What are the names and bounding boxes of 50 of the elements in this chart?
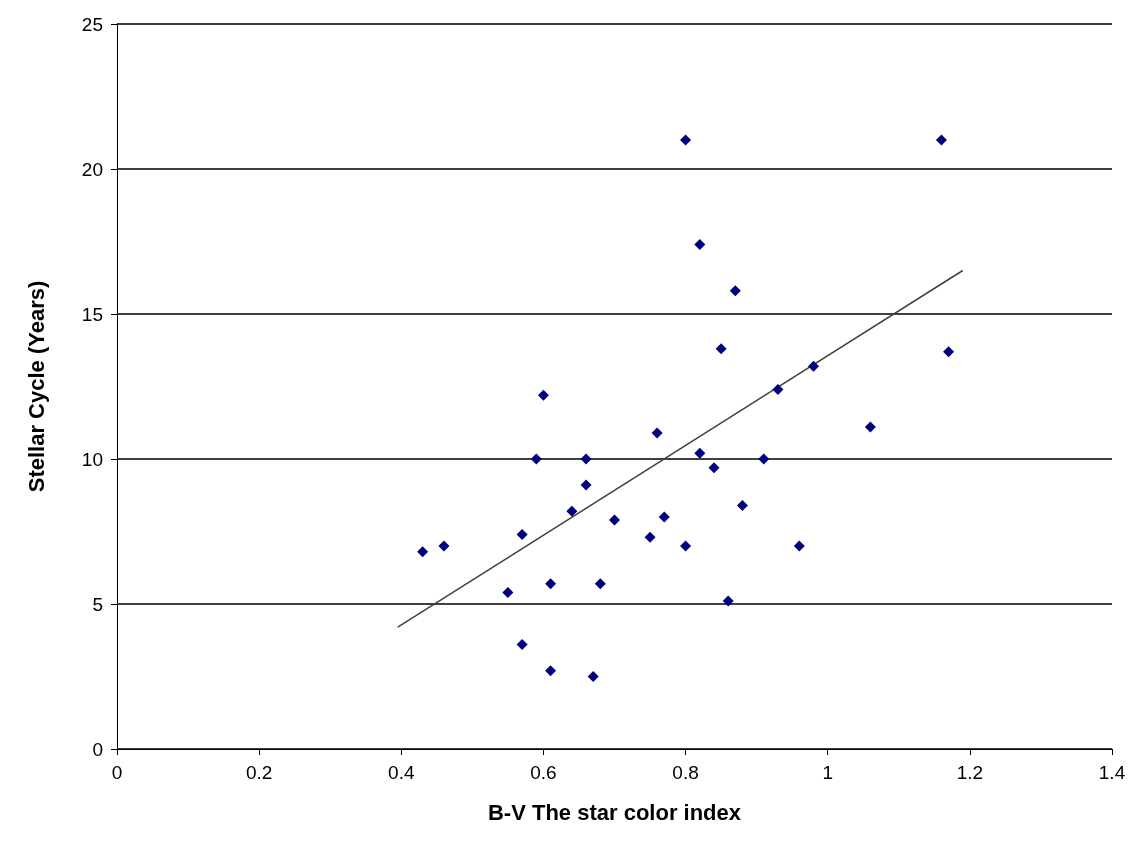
point <box>580 453 592 465</box>
point <box>729 285 741 297</box>
point <box>502 586 514 598</box>
x-tick-label: 0.2 <box>245 762 273 783</box>
point <box>935 134 947 146</box>
x-tick-label: 1 <box>822 762 833 783</box>
point <box>793 540 805 552</box>
y-tick-label: 10 <box>81 448 103 470</box>
x-axis-title: B-V The star color index <box>487 799 742 825</box>
y-tick-label: 20 <box>81 158 103 180</box>
point <box>943 346 955 358</box>
x-tick-label: 1.4 <box>1098 762 1126 783</box>
y-tick-label: 0 <box>92 738 103 760</box>
point <box>708 462 720 474</box>
y-tick-label: 5 <box>92 593 103 615</box>
point <box>530 453 542 465</box>
point <box>580 479 592 491</box>
point <box>651 427 663 439</box>
point <box>417 546 429 558</box>
point <box>694 238 706 250</box>
x-tick-label: 0.6 <box>530 762 557 783</box>
point <box>772 383 784 395</box>
y-tick-label: 25 <box>81 13 103 35</box>
point <box>808 360 819 372</box>
x-tick-label: 1.2 <box>956 762 984 783</box>
point <box>864 421 876 433</box>
point <box>680 540 692 552</box>
point <box>587 671 599 682</box>
point <box>516 639 528 651</box>
point <box>658 511 670 523</box>
point <box>722 595 734 607</box>
x-tick-label: 0.8 <box>672 762 699 783</box>
x-tick-label: 0.4 <box>388 762 415 783</box>
point <box>545 578 557 590</box>
point <box>715 343 727 355</box>
point <box>537 389 549 401</box>
point <box>644 531 656 543</box>
point <box>694 447 706 459</box>
y-tick-label: 15 <box>81 303 103 325</box>
point <box>438 540 450 552</box>
point <box>545 665 557 677</box>
point <box>758 453 770 465</box>
point <box>594 578 606 590</box>
point <box>609 514 620 526</box>
point <box>566 505 578 517</box>
x-tick-label: 0 <box>111 762 123 783</box>
point <box>516 528 528 540</box>
point <box>680 134 692 146</box>
y-axis-title: Stellar Cycle (Years) <box>23 280 49 493</box>
point <box>736 499 748 511</box>
